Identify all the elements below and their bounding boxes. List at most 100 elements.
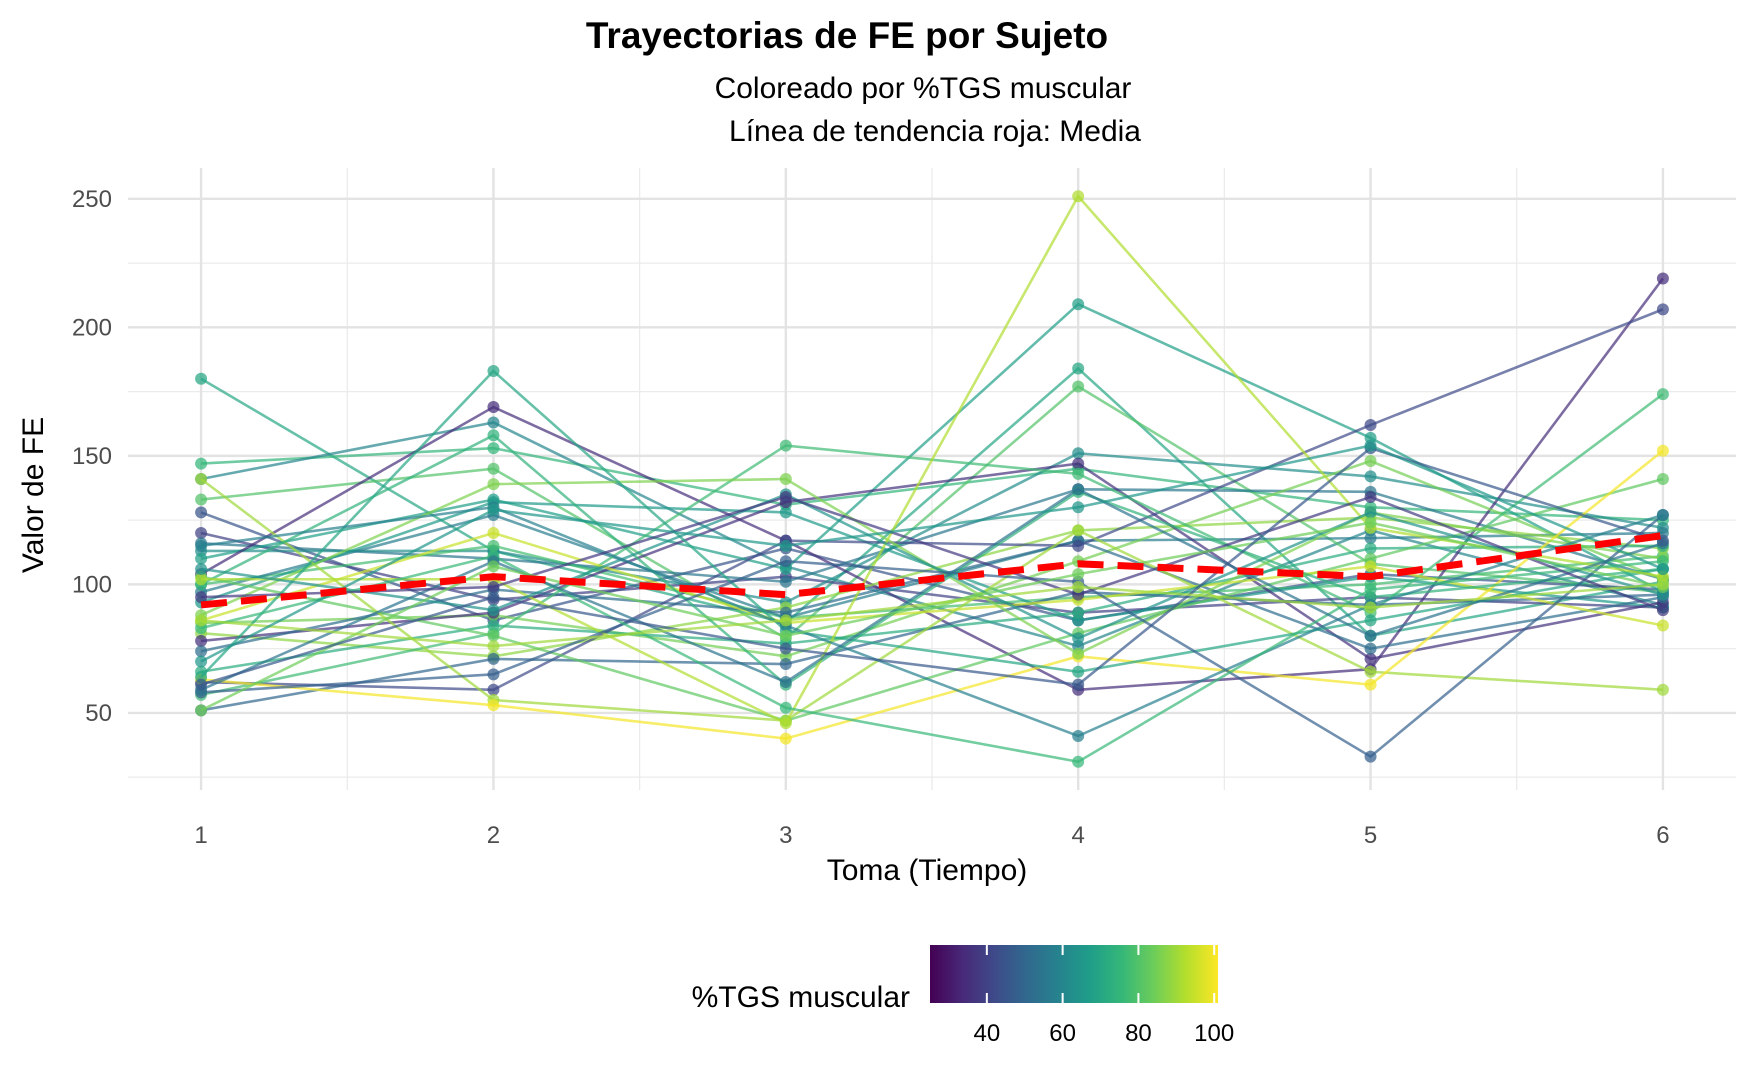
y-axis-title: Valor de FE [17, 417, 50, 573]
y-tick-label: 50 [85, 700, 112, 727]
x-tick-label: 4 [1072, 822, 1085, 849]
mean-trend-line [200, 532, 1664, 609]
series-line [200, 477, 1664, 722]
series-point [1656, 508, 1669, 521]
series-line [201, 446, 1663, 522]
series-point [1072, 580, 1085, 593]
series-point [195, 655, 208, 668]
series-point [1364, 419, 1377, 432]
series-point [1656, 444, 1669, 457]
series-line [200, 477, 1663, 722]
series-point [487, 580, 500, 593]
series-point [487, 401, 500, 414]
series-point [1072, 362, 1085, 375]
series-point [1656, 473, 1669, 485]
series-point [195, 473, 208, 485]
x-tick-label: 5 [1364, 822, 1377, 849]
y-tick-label: 100 [72, 571, 112, 598]
series-point [1072, 467, 1085, 480]
series-point [779, 439, 792, 452]
series-point [1072, 665, 1085, 678]
legend-tick-label: 60 [1049, 1020, 1076, 1047]
series-point [487, 683, 500, 696]
series-point [195, 526, 208, 539]
y-tick-label: 150 [72, 443, 112, 470]
series-point [1072, 678, 1085, 691]
series-point [487, 640, 500, 653]
series-line [201, 308, 1664, 692]
series-point [1072, 730, 1085, 743]
series-point [779, 642, 792, 655]
series-point [779, 506, 792, 519]
series-point [487, 652, 500, 665]
series-point [195, 552, 208, 565]
legend: %TGS muscular 40 60 80 100 [692, 945, 1234, 1047]
series-point [195, 506, 208, 519]
series-point [1072, 457, 1085, 470]
legend-tick-label: 100 [1194, 1020, 1234, 1047]
subject-series [195, 578, 1669, 653]
series-point [1656, 388, 1669, 401]
series-point [1364, 439, 1377, 452]
x-tick-label: 3 [779, 822, 792, 849]
chart-title: Trayectorias de FE por Sujeto [586, 15, 1108, 56]
series-point [195, 493, 208, 506]
series-point [1364, 750, 1377, 763]
series-point [1072, 539, 1085, 552]
series-point [1364, 542, 1377, 555]
series-point [195, 591, 208, 604]
series-line [201, 495, 1664, 612]
mean-line [200, 532, 1664, 609]
series-point [1072, 568, 1085, 581]
y-tick-label: 200 [72, 314, 112, 341]
chart-subtitle-line-1: Coloreado por %TGS muscular [715, 72, 1132, 105]
series-line [200, 516, 1664, 658]
series-point [1072, 190, 1085, 203]
series-point [779, 555, 792, 568]
series-point [487, 699, 500, 712]
series-point [779, 732, 792, 745]
series-point [1072, 447, 1085, 460]
series-point [1364, 470, 1377, 483]
series-point [1072, 298, 1085, 311]
series-point [195, 457, 208, 470]
x-axis-title: Toma (Tiempo) [827, 854, 1028, 887]
series-point [1656, 683, 1669, 696]
legend-tick-label: 40 [973, 1020, 1000, 1047]
y-tick-label: 250 [72, 186, 112, 213]
series-line [200, 493, 1664, 640]
series-point [779, 717, 792, 730]
series-point [1364, 455, 1377, 468]
series-point [1364, 601, 1377, 614]
series-point [779, 575, 792, 588]
series-point [1364, 629, 1377, 642]
series-line [200, 462, 1664, 661]
series-point [1656, 619, 1669, 632]
series-point [1364, 490, 1377, 503]
series-point [1364, 516, 1377, 529]
series-point [1072, 501, 1085, 514]
subject-series [195, 490, 1669, 617]
series-point [779, 701, 792, 714]
series-point [1072, 524, 1085, 537]
series-line [200, 433, 1664, 687]
series-point [195, 573, 208, 586]
series-point [487, 604, 500, 617]
legend-colorbar [930, 945, 1218, 1003]
series-point [195, 634, 208, 647]
series-point [1364, 642, 1377, 655]
series-point [1364, 583, 1377, 596]
series-point [1364, 532, 1377, 545]
series-point [779, 539, 792, 552]
series-point [195, 539, 208, 552]
y-axis-ticks: 50 100 150 200 250 [72, 186, 112, 727]
series-point [195, 614, 208, 627]
series-point [1072, 647, 1085, 660]
series-point [487, 462, 500, 475]
series-point [487, 503, 500, 516]
series-point [779, 676, 792, 689]
series-point [487, 429, 500, 442]
x-tick-label: 1 [194, 822, 207, 849]
